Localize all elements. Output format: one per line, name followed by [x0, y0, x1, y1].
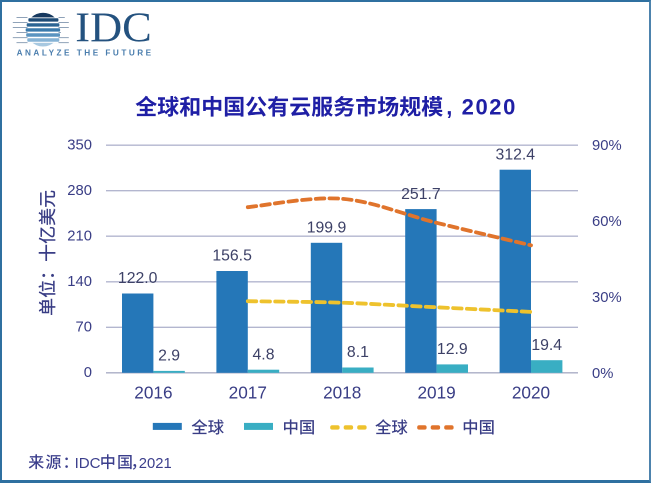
svg-text:IDC: IDC	[75, 455, 101, 472]
svg-text:2.9: 2.9	[158, 348, 180, 365]
svg-text:2021: 2021	[139, 456, 172, 472]
svg-text:122.0: 122.0	[118, 270, 158, 287]
svg-text:199.9: 199.9	[307, 220, 347, 237]
svg-text:, 2020: , 2020	[446, 95, 517, 120]
svg-text:60%: 60%	[592, 214, 622, 230]
svg-text:12.9: 12.9	[437, 341, 468, 358]
svg-text:IDC: IDC	[75, 6, 152, 52]
svg-text:8.1: 8.1	[347, 344, 369, 361]
svg-text:30%: 30%	[592, 290, 622, 306]
svg-text:156.5: 156.5	[212, 248, 252, 265]
svg-text:2020: 2020	[512, 383, 550, 403]
svg-text:70: 70	[76, 320, 92, 336]
svg-text:0%: 0%	[592, 366, 613, 382]
svg-text:2017: 2017	[229, 383, 267, 403]
svg-text:2016: 2016	[134, 383, 172, 403]
svg-text:2018: 2018	[323, 383, 361, 403]
svg-text:0: 0	[84, 365, 92, 381]
svg-text:90%: 90%	[592, 138, 622, 154]
svg-text:251.7: 251.7	[401, 186, 441, 203]
svg-text:312.4: 312.4	[496, 146, 536, 163]
svg-text:4.8: 4.8	[253, 346, 275, 363]
svg-text:280: 280	[67, 183, 92, 199]
svg-text:ANALYZE THE FUTURE: ANALYZE THE FUTURE	[17, 48, 154, 57]
svg-text:2019: 2019	[417, 383, 455, 403]
svg-text:350: 350	[67, 137, 92, 153]
svg-text:19.4: 19.4	[531, 337, 562, 354]
svg-text:210: 210	[67, 228, 92, 244]
svg-text:140: 140	[67, 274, 92, 290]
